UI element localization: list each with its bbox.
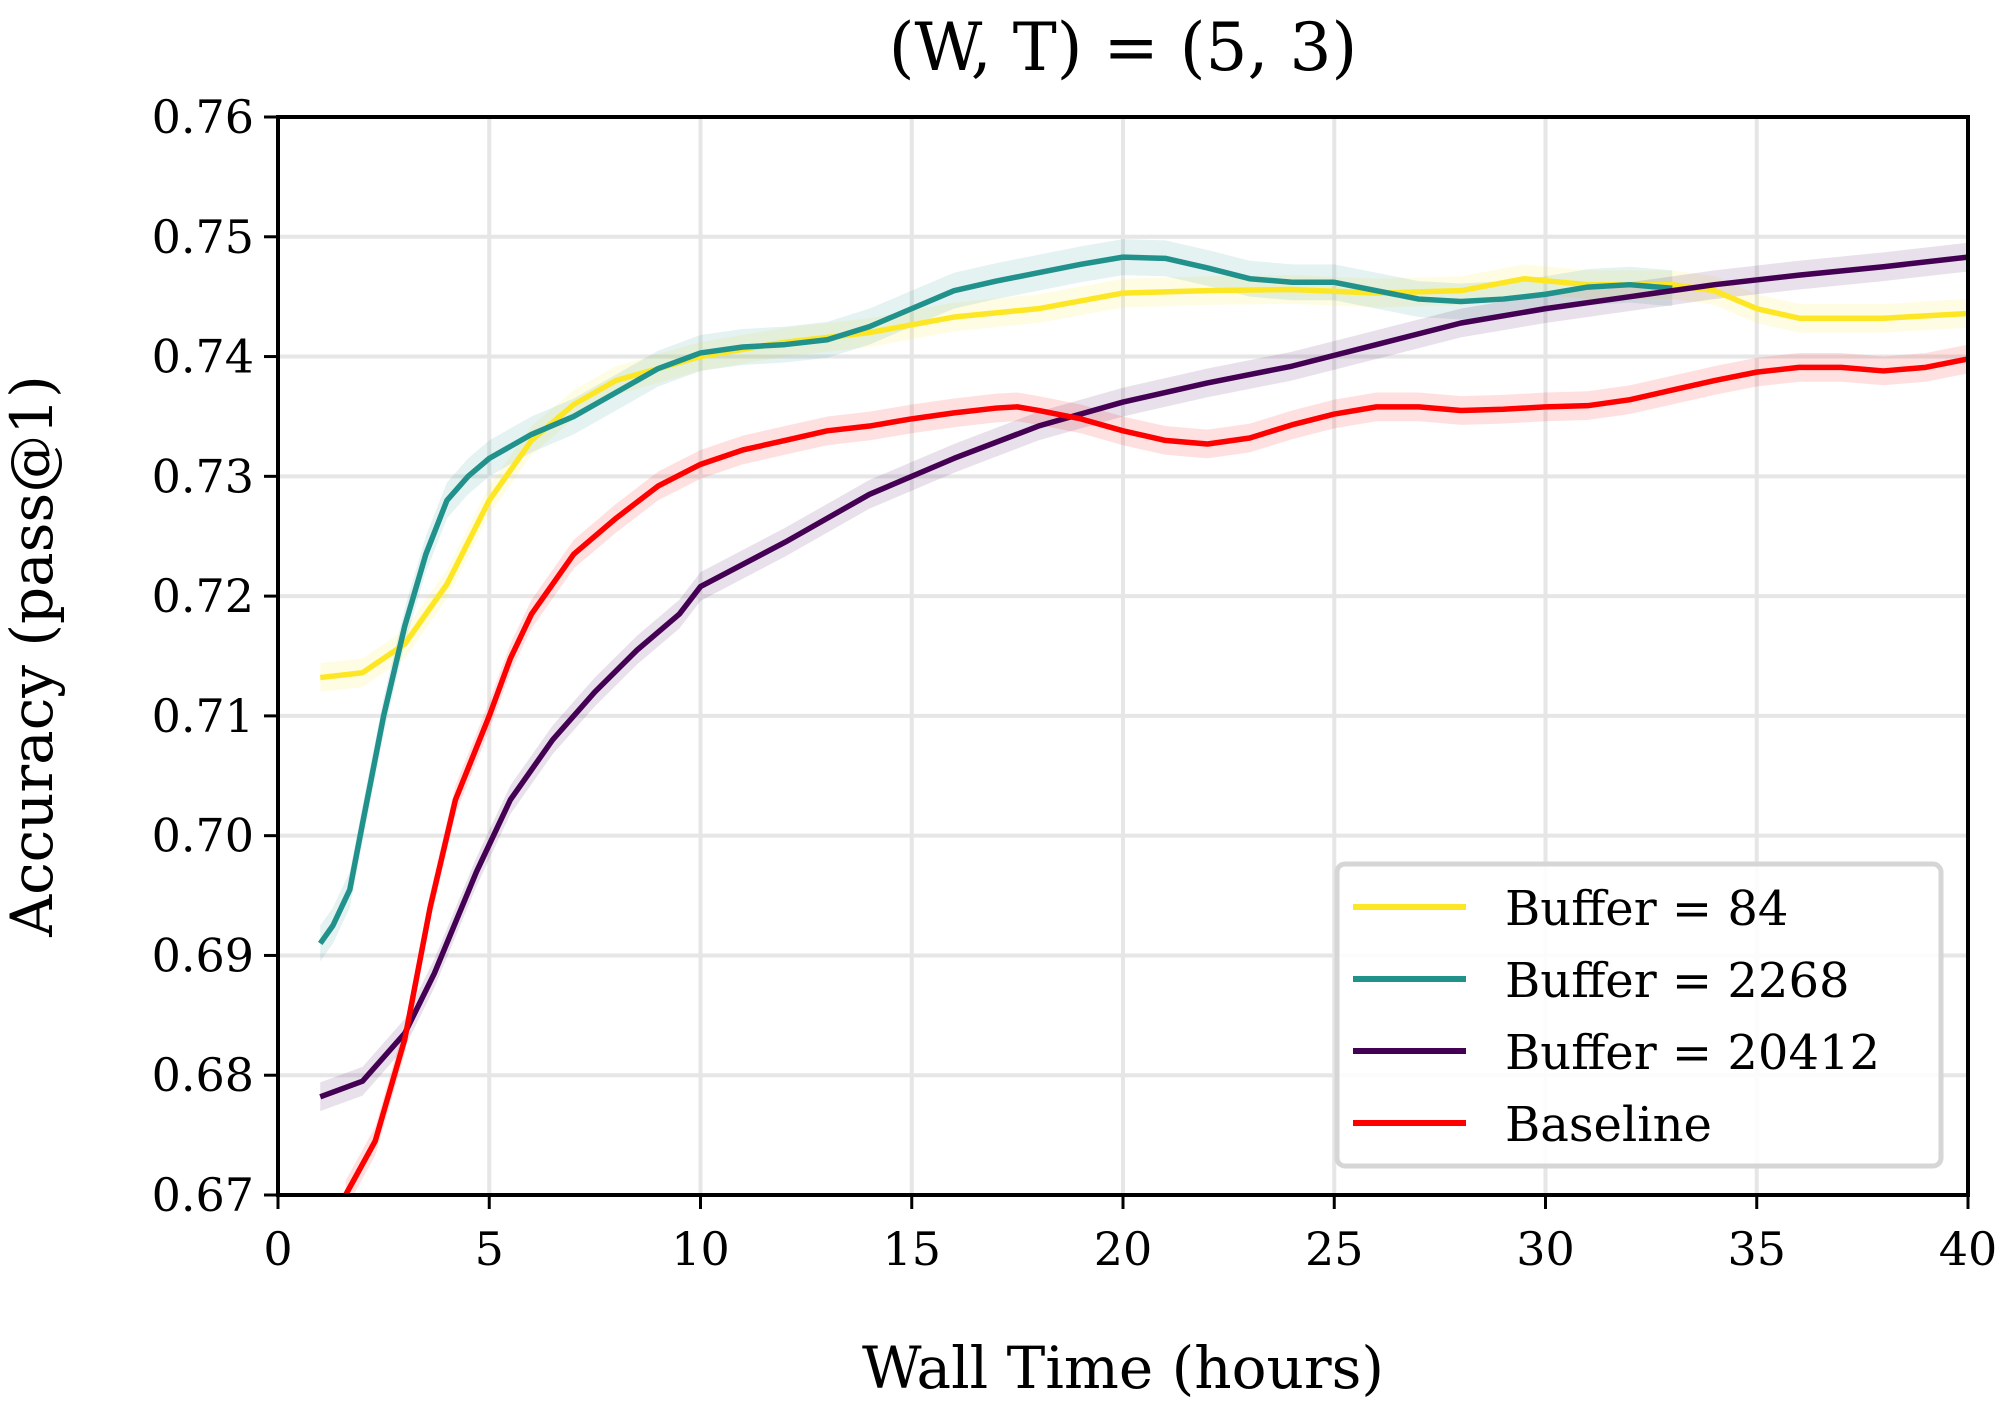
line-series-3	[343, 356, 1968, 1195]
legend-label: Baseline	[1505, 1097, 1712, 1153]
line-series-2	[319, 254, 1968, 1100]
band-series-1	[320, 239, 1673, 962]
x-tick-label: 15	[882, 1222, 941, 1276]
band-series-0	[320, 264, 1968, 692]
y-tick-label: 0.70	[152, 809, 254, 863]
legend-label: Buffer = 20412	[1505, 1025, 1880, 1081]
y-tick-label: 0.75	[152, 210, 254, 264]
legend-label: Buffer = 84	[1505, 881, 1788, 937]
y-tick-label: 0.73	[152, 449, 254, 503]
y-axis-label: Accuracy (pass@1)	[0, 375, 66, 938]
y-tick-label: 0.67	[152, 1168, 254, 1222]
legend: Buffer = 84 Buffer = 2268 Buffer = 20412 Ba…	[1334, 861, 1944, 1169]
x-tick-label: 40	[1939, 1222, 1998, 1276]
x-tick-label: 5	[475, 1222, 504, 1276]
chart-title: (W, T) = (5, 3)	[889, 9, 1357, 86]
axis-ticks: 0 5 10 15 20 25 30 35 40 0.67 0.68 0.69 0.70 0.71 0.72…	[152, 90, 1998, 1276]
x-tick-label: 10	[671, 1222, 730, 1276]
x-tick-label: 25	[1305, 1222, 1364, 1276]
y-tick-label: 0.68	[152, 1048, 254, 1102]
y-tick-label: 0.76	[152, 90, 254, 144]
x-tick-label: 20	[1094, 1222, 1153, 1276]
x-tick-label: 35	[1727, 1222, 1786, 1276]
x-axis-label: Wall Time (hours)	[862, 1334, 1384, 1402]
x-tick-label: 30	[1516, 1222, 1575, 1276]
legend-box	[1334, 861, 1944, 1169]
x-tick-label: 0	[263, 1222, 292, 1276]
series-lines	[318, 254, 1968, 1195]
y-tick-label: 0.72	[152, 569, 254, 623]
line-series-1	[318, 254, 1673, 946]
y-tick-label: 0.74	[152, 330, 254, 384]
legend-label: Buffer = 2268	[1505, 953, 1850, 1009]
grid	[276, 115, 1970, 1197]
y-tick-label: 0.71	[152, 689, 254, 743]
y-tick-label: 0.69	[152, 928, 254, 982]
